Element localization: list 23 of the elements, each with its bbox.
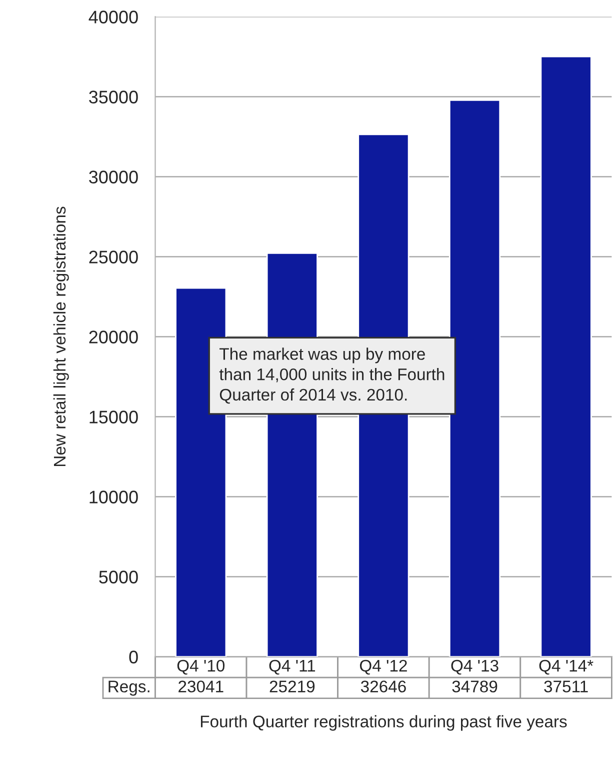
data-label: 23041 [178, 680, 224, 692]
y-axis-title: New retail light vehicle registrations [53, 206, 69, 466]
annotation: The market was up by more than 14,000 units in the Fourth Quarter of 2014 vs. 2010. [219, 348, 444, 404]
y-tick-label: 40000 [88, 10, 138, 24]
x-tick-label: Q4 '10 [177, 660, 225, 675]
data-label: 37511 [544, 680, 588, 692]
y-tick-label: 20000 [89, 330, 138, 344]
y-tick-label: 5000 [99, 570, 138, 584]
y-tick-label: 35000 [89, 90, 138, 104]
y-tick-label: 10000 [90, 490, 138, 504]
y-tick-label: 15000 [90, 410, 138, 424]
x-tick-label: Q4 '12 [360, 660, 407, 675]
x-tick-label: Q4 '14* [539, 660, 594, 675]
x-tick-label: Q4 '11 [269, 660, 316, 675]
data-label: 32646 [360, 680, 406, 692]
text: Regs. [108, 680, 150, 696]
y-tick-label: 0 [129, 650, 138, 664]
data-label: 25219 [270, 680, 315, 692]
x-axis-title: Fourth Quarter registrations during past five years [200, 715, 567, 731]
y-tick-label: 30000 [89, 170, 138, 184]
data-label: 34789 [452, 680, 498, 692]
x-tick-label: Q4 '13 [451, 660, 498, 675]
y-tick-label: 25000 [89, 250, 138, 264]
